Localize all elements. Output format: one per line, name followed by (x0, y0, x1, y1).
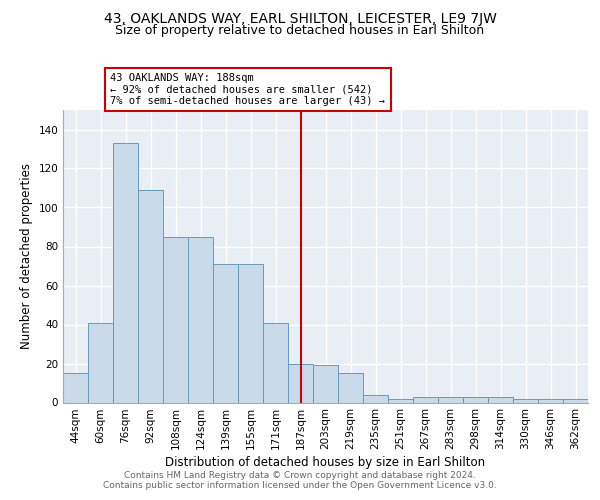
Bar (488, 396, 513, 402)
Text: Size of property relative to detached houses in Earl Shilton: Size of property relative to detached ho… (115, 24, 485, 37)
X-axis label: Distribution of detached houses by size in Earl Shilton: Distribution of detached houses by size … (166, 456, 485, 469)
Bar (88, 322, 113, 402)
Bar (138, 190, 163, 402)
Bar (363, 394, 388, 402)
Text: 43, OAKLANDS WAY, EARL SHILTON, LEICESTER, LE9 7JW: 43, OAKLANDS WAY, EARL SHILTON, LEICESTE… (104, 12, 496, 26)
Bar (188, 237, 213, 402)
Text: Contains public sector information licensed under the Open Government Licence v3: Contains public sector information licen… (103, 481, 497, 490)
Bar (413, 396, 438, 402)
Bar (513, 398, 538, 402)
Bar (463, 396, 488, 402)
Bar (213, 264, 238, 402)
Bar (238, 264, 263, 402)
Bar (538, 398, 563, 402)
Text: Contains HM Land Registry data © Crown copyright and database right 2024.: Contains HM Land Registry data © Crown c… (124, 471, 476, 480)
Bar (63, 373, 88, 402)
Text: 43 OAKLANDS WAY: 188sqm
← 92% of detached houses are smaller (542)
7% of semi-de: 43 OAKLANDS WAY: 188sqm ← 92% of detache… (110, 73, 386, 106)
Bar (288, 364, 313, 403)
Bar (388, 398, 413, 402)
Bar (438, 396, 463, 402)
Bar (163, 237, 188, 402)
Bar (313, 366, 338, 403)
Y-axis label: Number of detached properties: Number of detached properties (20, 163, 33, 349)
Bar (563, 398, 588, 402)
Bar (338, 373, 363, 402)
Bar (263, 322, 288, 402)
Bar (113, 143, 138, 403)
